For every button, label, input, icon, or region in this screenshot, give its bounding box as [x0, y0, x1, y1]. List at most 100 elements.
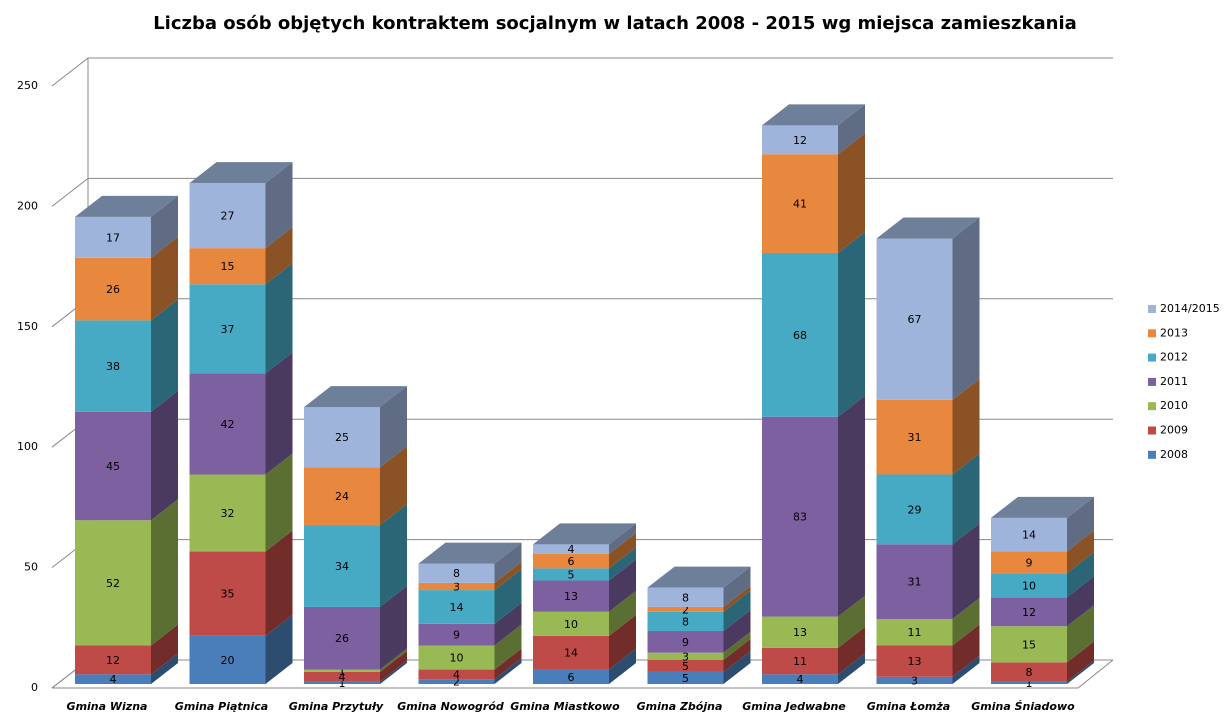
bar-side: [838, 626, 865, 675]
value-label: 2: [682, 603, 689, 616]
value-label: 67: [908, 313, 922, 326]
value-label: 13: [793, 626, 807, 639]
legend-swatch: [1148, 305, 1156, 313]
value-label: 6: [568, 555, 575, 568]
bar-segment: [304, 467, 380, 526]
legend-label: 2009: [1160, 424, 1188, 437]
bar-top: [75, 195, 178, 217]
bar-segment: [304, 525, 380, 607]
bar-side: [609, 532, 636, 569]
bar-segment: [647, 606, 724, 612]
bar-segment: [533, 568, 609, 581]
legend-label: 2013: [1160, 326, 1188, 339]
bar-segment: [876, 399, 953, 475]
value-label: 12: [1022, 606, 1036, 619]
bar-segment: [876, 474, 953, 545]
bar-side: [151, 499, 178, 646]
value-label: 13: [908, 655, 922, 668]
bar-top: [647, 566, 751, 588]
value-label: 5: [568, 568, 575, 581]
value-label: 3: [682, 650, 689, 663]
value-label: 31: [908, 576, 922, 589]
bar-segment: [762, 125, 838, 155]
bar-side: [723, 638, 751, 672]
value-label: 12: [793, 134, 807, 147]
bar-segment: [762, 616, 838, 648]
bar-side: [609, 523, 636, 554]
legend-label: 2010: [1160, 399, 1188, 412]
bar-segment: [991, 597, 1067, 627]
bar-side: [723, 590, 751, 632]
value-label: 42: [221, 418, 235, 431]
bar-side: [838, 231, 865, 417]
bar-segment: [75, 674, 151, 684]
value-label: 68: [793, 329, 807, 342]
value-label: 1: [339, 665, 346, 678]
bar-segment: [304, 669, 380, 672]
bar-side: [609, 614, 636, 670]
bar-segment: [189, 248, 266, 285]
bar-side: [1067, 605, 1094, 663]
bar-side: [494, 561, 522, 591]
bar-side: [380, 585, 407, 670]
value-label: 29: [908, 503, 922, 516]
bar-segment: [533, 669, 609, 684]
value-label: 6: [568, 671, 575, 684]
bar-side: [151, 236, 178, 321]
bar-side: [494, 648, 522, 680]
bar-side: [494, 602, 522, 646]
legend-swatch: [1148, 426, 1156, 435]
bar-segment: [75, 320, 151, 412]
value-label: 3: [911, 674, 918, 687]
bar-side: [265, 162, 293, 249]
value-label: 41: [793, 198, 807, 211]
value-label: 10: [1022, 579, 1036, 592]
bar-segment: [647, 631, 724, 653]
bar-segment: [533, 611, 609, 636]
bar-segment: [189, 474, 266, 552]
bar-segment: [418, 563, 495, 583]
value-label: 4: [797, 673, 804, 686]
value-label: 4: [568, 543, 575, 556]
value-label: 11: [908, 626, 922, 639]
x-tick-label: Gmina Wizna: [67, 700, 148, 713]
bar-segment: [189, 551, 266, 636]
bar-segment: [418, 679, 495, 684]
bar-segment: [647, 587, 724, 607]
value-label: 27: [221, 210, 235, 223]
value-label: 13: [564, 590, 578, 603]
bar-segment: [418, 623, 495, 646]
value-label: 26: [106, 283, 120, 296]
bar-top: [189, 162, 293, 184]
bar-side: [494, 569, 522, 624]
value-label: 9: [453, 629, 460, 642]
bar-side: [265, 453, 293, 552]
legend-swatch: [1148, 329, 1156, 338]
bar-segment: [762, 252, 838, 417]
bar-side: [151, 299, 178, 412]
bar-segment: [418, 669, 495, 680]
bar-segment: [876, 238, 953, 400]
value-label: 2: [453, 676, 460, 689]
bar-side: [151, 390, 178, 521]
bar-side: [380, 650, 407, 682]
bar-segment: [75, 411, 151, 521]
bar-side: [952, 624, 980, 677]
value-label: 5: [682, 660, 689, 673]
bar-side: [380, 504, 407, 607]
bar-top: [533, 523, 636, 545]
grid-line: [51, 57, 1113, 87]
bar-side: [151, 195, 178, 258]
value-label: 5: [682, 672, 689, 685]
floor: [52, 659, 1114, 689]
bar-segment: [75, 216, 151, 258]
bar-segment: [533, 580, 609, 612]
bar-side: [838, 395, 865, 617]
bar-side: [952, 217, 980, 400]
bar-side: [952, 597, 980, 646]
bar-side: [838, 104, 865, 155]
y-tick-label: 250: [17, 79, 38, 92]
bar-side: [609, 559, 636, 612]
bar-segment: [647, 652, 724, 660]
value-label: 11: [793, 655, 807, 668]
